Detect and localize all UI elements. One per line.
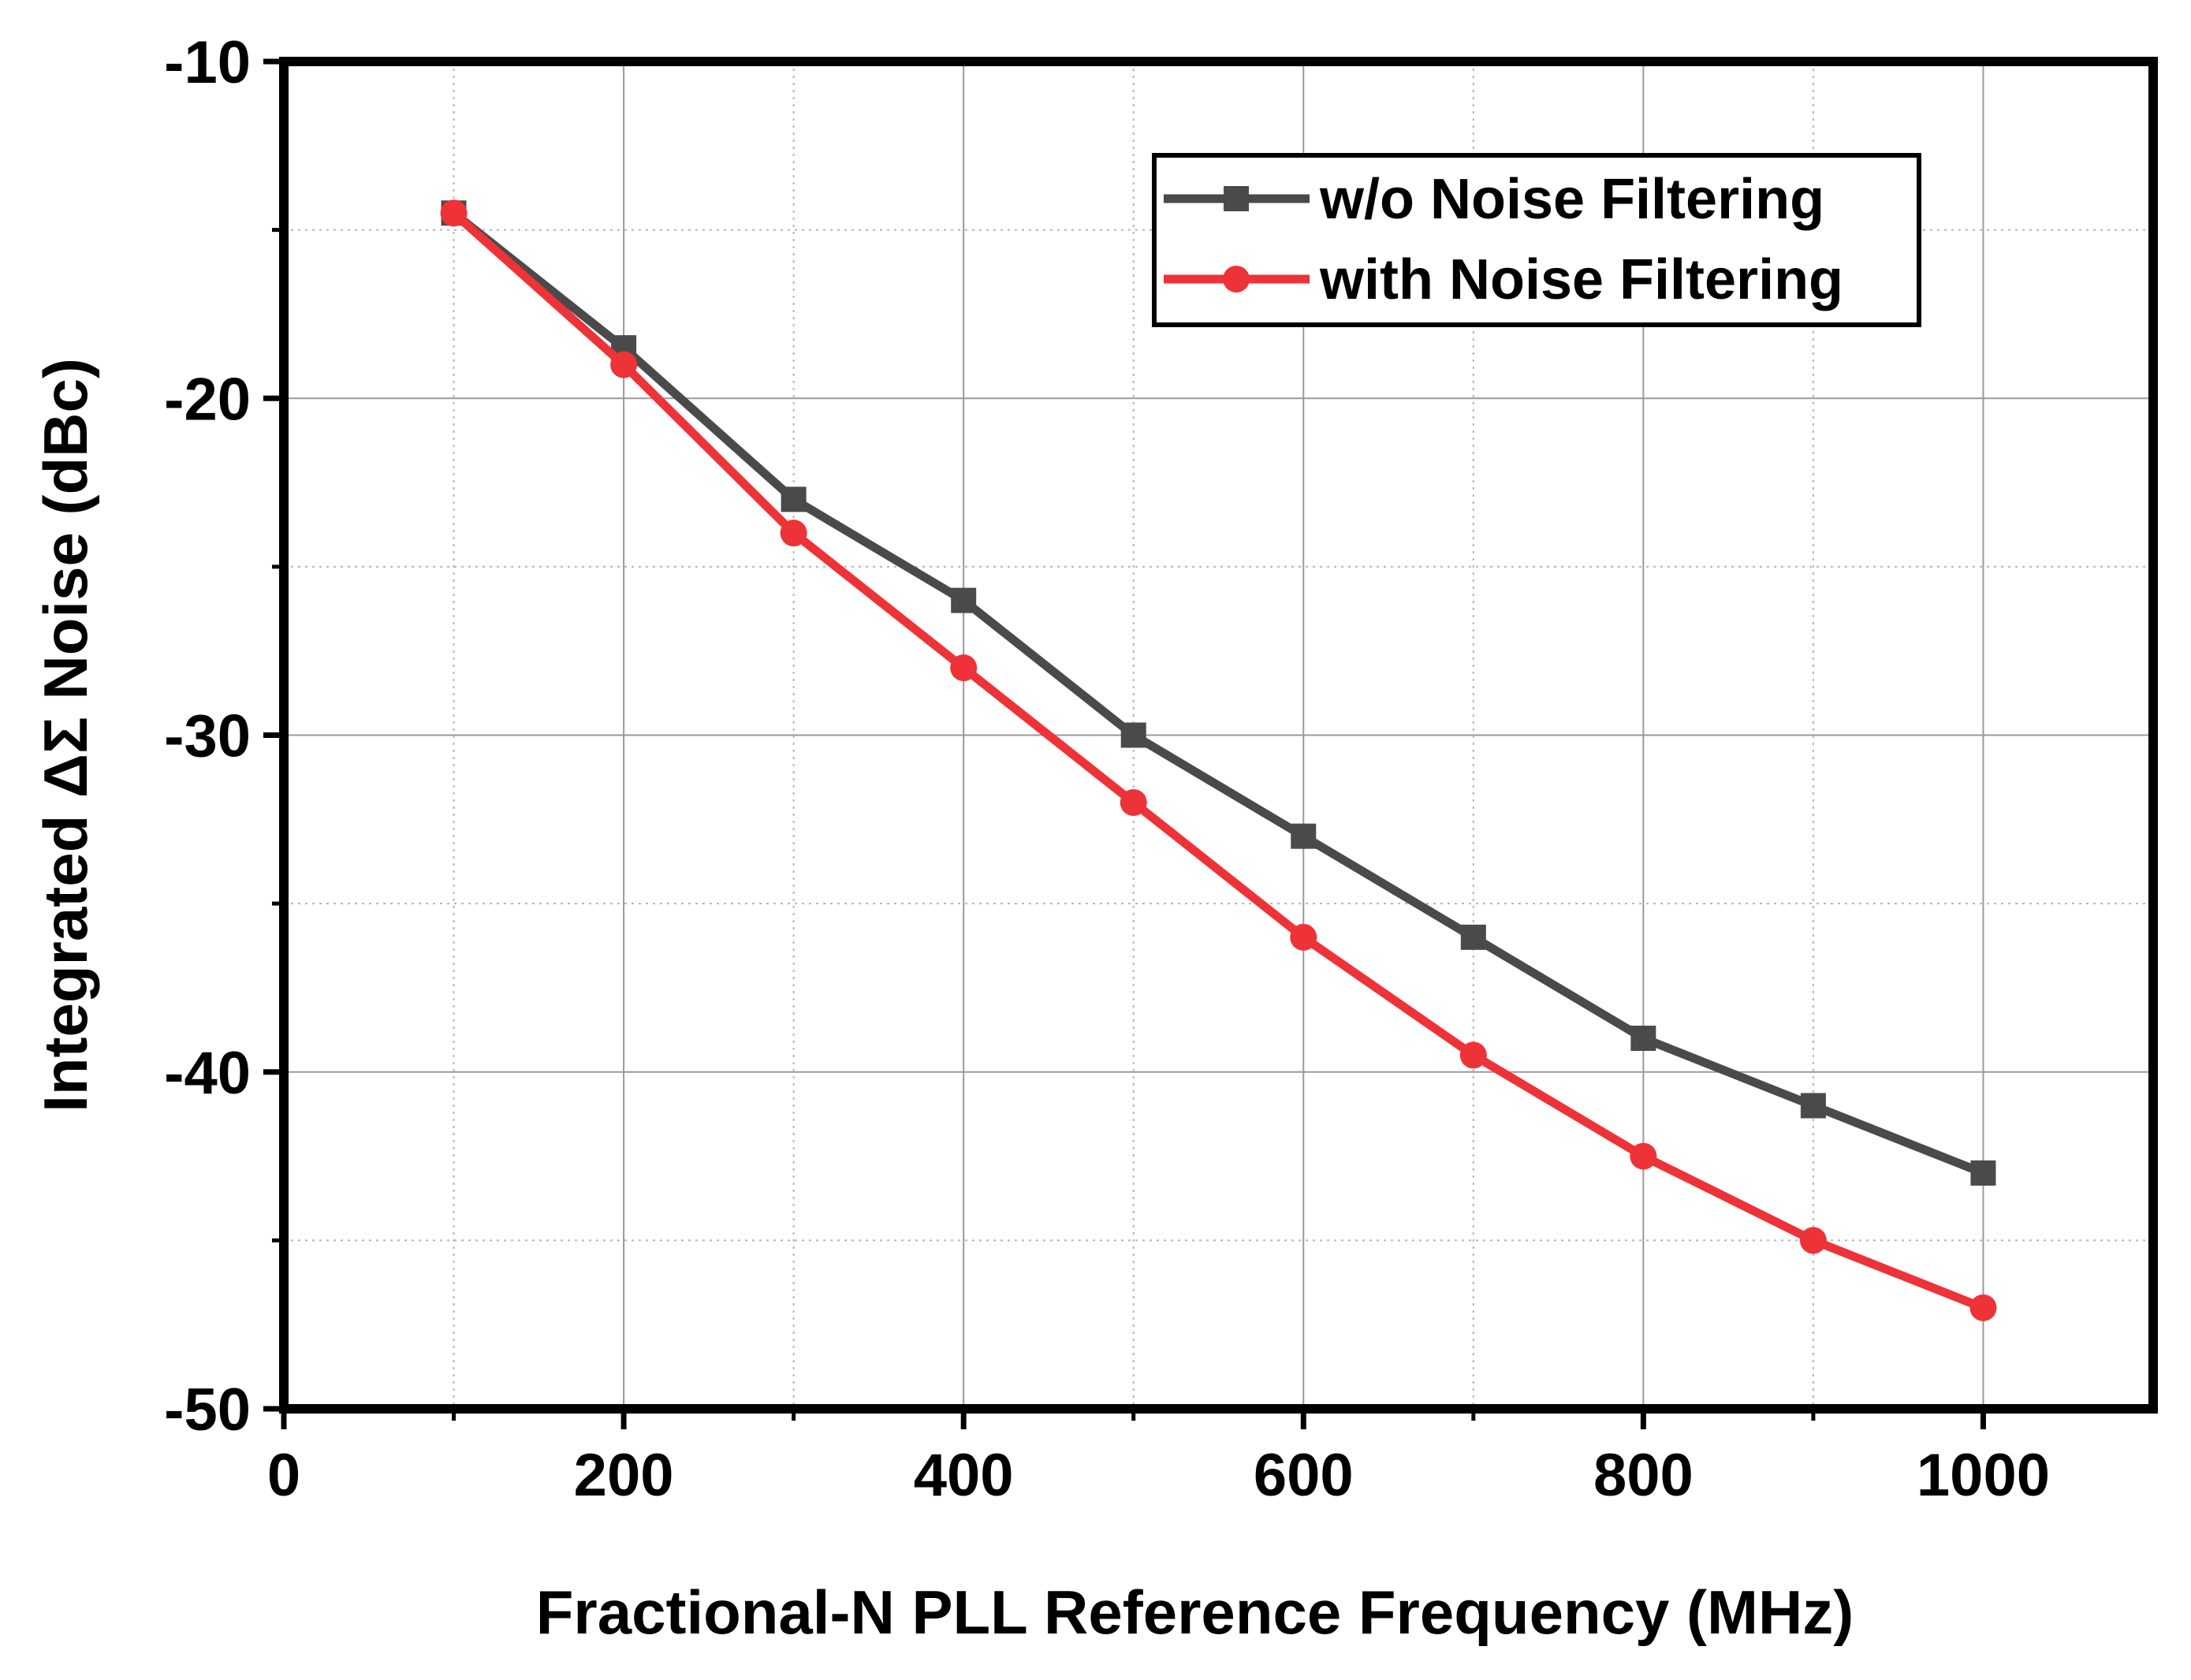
data-point	[1630, 1142, 1657, 1170]
data-point	[1291, 823, 1317, 849]
data-point	[781, 486, 807, 512]
data-point	[1630, 1026, 1656, 1052]
data-point	[1460, 924, 1486, 950]
x-tick-label: 400	[914, 1442, 1014, 1509]
legend-marker	[1224, 186, 1249, 211]
y-tick-label: -10	[164, 29, 251, 96]
data-point	[1290, 923, 1317, 951]
data-point	[1459, 1041, 1487, 1069]
x-tick-label: 600	[1254, 1442, 1354, 1509]
y-axis-title: Integrated ΔΣ Noise (dBc)	[31, 358, 100, 1112]
y-tick-label: -40	[164, 1040, 251, 1107]
x-tick-label: 0	[267, 1442, 300, 1509]
y-tick-label: -30	[164, 703, 251, 770]
data-point	[1120, 722, 1146, 748]
series-2	[440, 199, 1997, 1321]
data-point	[780, 520, 807, 547]
legend-label: with Noise Filtering	[1319, 248, 1843, 311]
y-tick-label: -20	[164, 366, 251, 433]
legend-item: w/o Noise Filtering	[1164, 168, 1824, 231]
legend: w/o Noise Filtering with Noise Filtering	[1152, 153, 1921, 327]
series-line	[449, 208, 1988, 1178]
data-point	[1120, 788, 1147, 816]
series-1	[441, 200, 1996, 1186]
data-point	[610, 351, 638, 378]
data-point	[950, 654, 978, 682]
x-tick-label: 1000	[1917, 1442, 2050, 1509]
data-point	[440, 199, 468, 227]
x-axis-title: Fractional-N PLL Reference Frequency (MH…	[536, 1578, 1854, 1647]
tick-labels: 0 200 400 600 800 1000 -50 -40 -30 -20 -10	[164, 29, 2050, 1509]
y-tick-label: -50	[164, 1376, 251, 1443]
x-tick-label: 800	[1593, 1442, 1694, 1509]
legend-box	[1152, 153, 1921, 327]
legend-marker	[1223, 266, 1250, 292]
data-point	[1969, 1294, 1997, 1321]
data-point	[951, 587, 977, 613]
plot-frame	[279, 57, 2158, 1414]
data-point	[1800, 1093, 1826, 1119]
legend-item: with Noise Filtering	[1164, 248, 1843, 311]
legend-label: w/o Noise Filtering	[1319, 168, 1824, 231]
series-lines	[440, 199, 1997, 1321]
x-tick-label: 200	[574, 1442, 674, 1509]
data-point	[1970, 1160, 1996, 1186]
series-line	[449, 208, 1988, 1313]
data-point	[1799, 1227, 1827, 1254]
